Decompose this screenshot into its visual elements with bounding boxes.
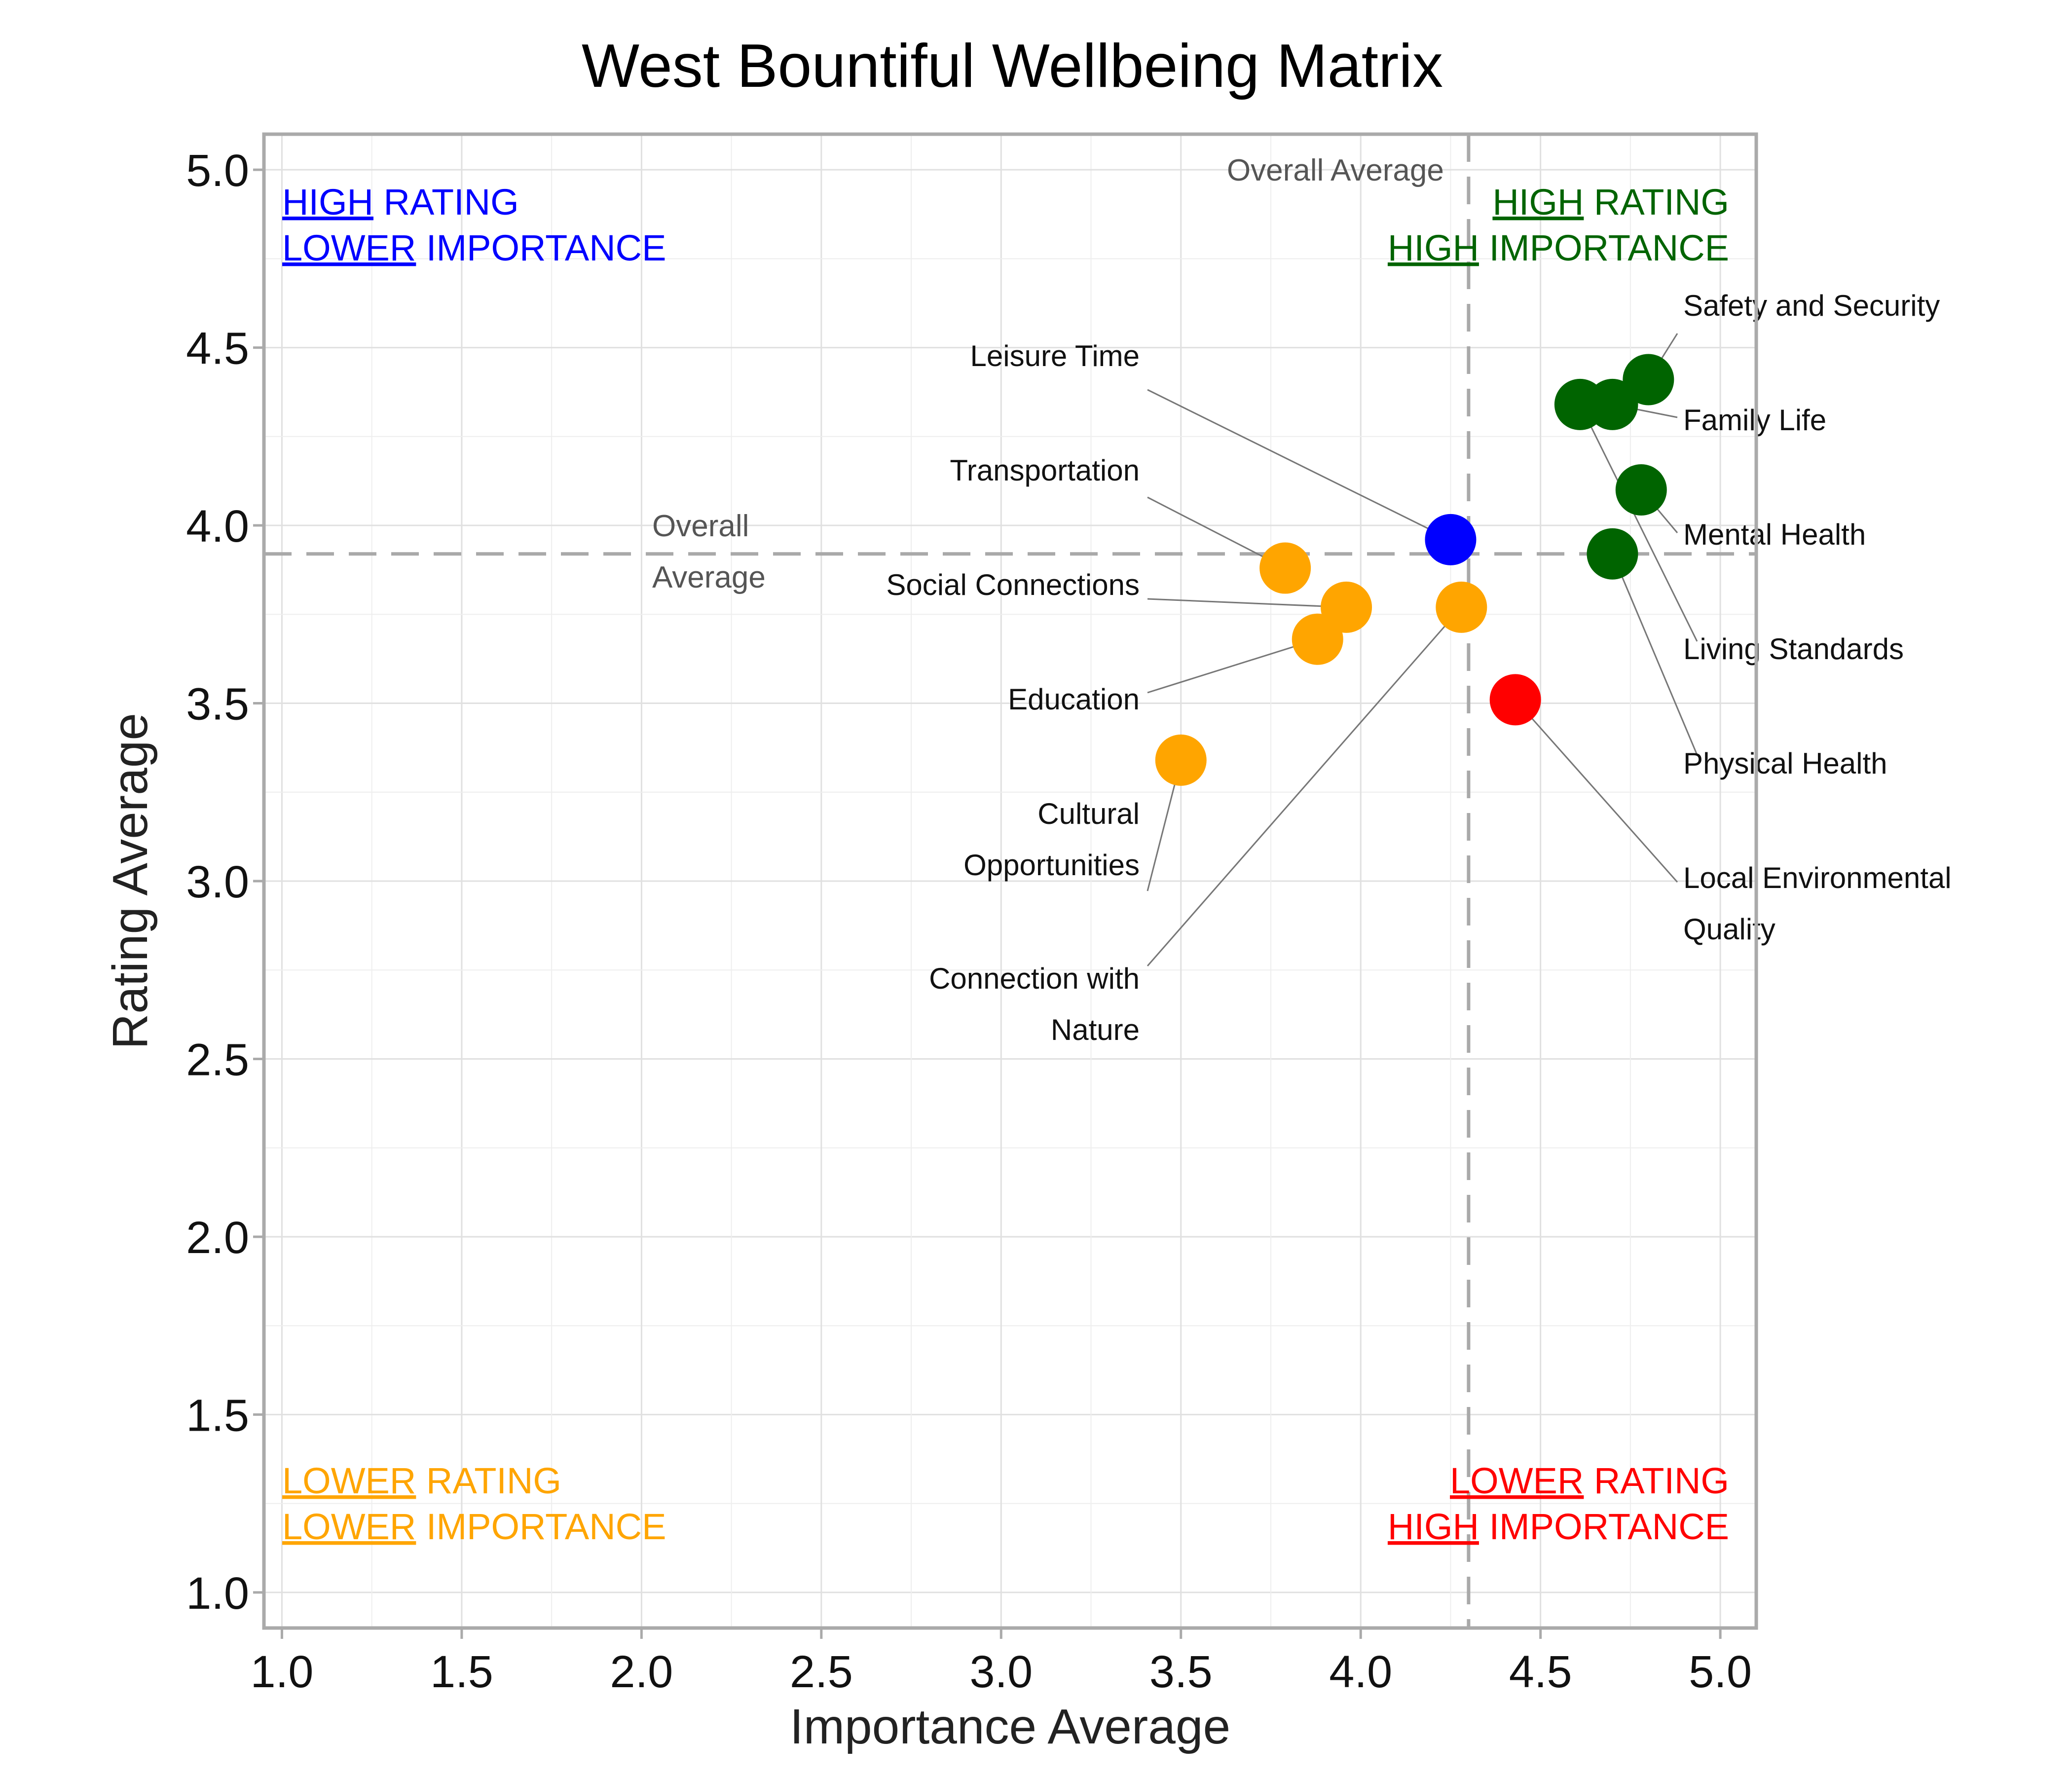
data-point xyxy=(1436,581,1487,633)
quadrant-label-rest: IMPORTANCE xyxy=(1479,1506,1729,1547)
data-point xyxy=(1155,734,1207,786)
quadrant-label-emphasis: LOWER xyxy=(282,1460,416,1501)
quadrant-label-rest: RATING xyxy=(1584,182,1729,222)
y-axis-title: Rating Average xyxy=(103,713,158,1049)
leader-line xyxy=(1579,404,1698,642)
quadrant-label-rest: RATING xyxy=(416,1460,561,1501)
y-tick-label: 1.5 xyxy=(186,1390,249,1441)
leader-line xyxy=(1147,638,1318,694)
leader-line xyxy=(1147,598,1347,608)
x-tick-label: 4.5 xyxy=(1509,1647,1572,1697)
y-tick-label: 4.5 xyxy=(186,324,249,374)
quadrant-label-emphasis: LOWER xyxy=(282,227,416,268)
point-label: Social Connections xyxy=(886,568,1140,601)
leader-line xyxy=(1147,389,1451,541)
grid xyxy=(264,134,1756,1628)
overall-average-y-label: Overall xyxy=(652,509,749,543)
x-tick-label: 2.5 xyxy=(790,1647,853,1697)
quadrant-label-emphasis: HIGH xyxy=(1492,182,1584,222)
quadrant-label-lower_rating_lower_importance: LOWER IMPORTANCE xyxy=(282,1506,666,1547)
point-label: Safety and Security xyxy=(1683,289,1940,322)
quadrant-label-rest: IMPORTANCE xyxy=(416,1506,666,1547)
quadrant-label-lower_rating_high_importance: HIGH IMPORTANCE xyxy=(1388,1506,1729,1547)
point-label: Transportation xyxy=(950,454,1140,487)
quadrant-label-emphasis: HIGH xyxy=(282,182,373,222)
data-point xyxy=(1292,613,1343,665)
x-axis-title: Importance Average xyxy=(790,1699,1230,1754)
y-tick-label: 4.0 xyxy=(186,501,249,552)
y-tick-label: 2.0 xyxy=(186,1213,249,1263)
quadrant-label-lower_rating_lower_importance: LOWER RATING xyxy=(282,1460,561,1501)
data-point xyxy=(1554,378,1606,430)
quadrant-label-emphasis: LOWER xyxy=(282,1506,416,1547)
overall-average-x-label: Overall Average xyxy=(1227,153,1444,187)
quadrant-label-emphasis: LOWER xyxy=(1450,1460,1584,1501)
data-point xyxy=(1623,354,1674,406)
y-tick-label: 2.5 xyxy=(186,1035,249,1085)
leader-line xyxy=(1147,496,1286,569)
overall-average-lines: Overall Average Overall Average xyxy=(264,134,1756,1628)
quadrant-label-rest: RATING xyxy=(373,182,519,222)
quadrant-label-high_rating_lower_importance: LOWER IMPORTANCE xyxy=(282,227,666,268)
point-label: Local Environmental xyxy=(1683,861,1952,894)
quadrant-label-rest: IMPORTANCE xyxy=(416,227,666,268)
point-label: Connection with xyxy=(929,962,1140,995)
chart-title: West Bountiful Wellbeing Matrix xyxy=(582,32,1443,100)
point-label: Physical Health xyxy=(1683,747,1887,780)
x-tick-label: 1.5 xyxy=(430,1647,493,1697)
data-point xyxy=(1615,464,1667,516)
quadrant-label-high_rating_high_importance: HIGH RATING xyxy=(1492,182,1729,222)
quadrant-label-rest: IMPORTANCE xyxy=(1479,227,1729,268)
x-tick-label: 3.0 xyxy=(969,1647,1033,1697)
x-tick-label: 5.0 xyxy=(1689,1647,1752,1697)
leader-line xyxy=(1515,699,1678,883)
y-tick-label: 3.0 xyxy=(186,857,249,907)
quadrant-label-high_rating_lower_importance: HIGH RATING xyxy=(282,182,519,222)
x-tick-label: 3.5 xyxy=(1149,1647,1213,1697)
axis-ticks: 1.0 1.5 2.0 2.5 3.0 3.5 4.0 4.5 5.0 1.0 1.5 2.0 2.5 3… xyxy=(186,146,1752,1697)
y-tick-label: 1.0 xyxy=(186,1568,249,1619)
plot-frame xyxy=(262,132,1758,1630)
point-label: Living Standards xyxy=(1683,632,1904,666)
point-label: Quality xyxy=(1683,913,1776,946)
quadrant-label-lower_rating_high_importance: LOWER RATING xyxy=(1450,1460,1729,1501)
label-leader-lines xyxy=(1147,333,1698,966)
quadrant-label-emphasis: HIGH xyxy=(1388,1506,1479,1547)
x-tick-label: 4.0 xyxy=(1329,1647,1392,1697)
data-point xyxy=(1489,674,1541,726)
point-label: Cultural xyxy=(1037,797,1140,830)
point-label: Nature xyxy=(1051,1013,1140,1046)
data-point xyxy=(1259,542,1311,594)
data-point xyxy=(1587,528,1638,580)
leader-line xyxy=(1612,554,1698,755)
overall-average-y-label: Average xyxy=(652,560,766,594)
data-points xyxy=(1155,354,1674,786)
y-tick-label: 3.5 xyxy=(186,679,249,730)
point-label: Mental Health xyxy=(1683,518,1866,551)
x-tick-label: 1.0 xyxy=(250,1647,313,1697)
point-label: Leisure Time xyxy=(970,339,1140,372)
point-label: Opportunities xyxy=(963,849,1140,882)
quadrant-label-rest: RATING xyxy=(1584,1460,1729,1501)
data-point xyxy=(1425,514,1477,565)
x-tick-label: 2.0 xyxy=(610,1647,673,1697)
point-label: Education xyxy=(1008,683,1140,716)
y-tick-label: 5.0 xyxy=(186,146,249,196)
quadrant-label-emphasis: HIGH xyxy=(1388,227,1479,268)
leader-line xyxy=(1147,606,1462,966)
quadrant-label-high_rating_high_importance: HIGH IMPORTANCE xyxy=(1388,227,1729,268)
